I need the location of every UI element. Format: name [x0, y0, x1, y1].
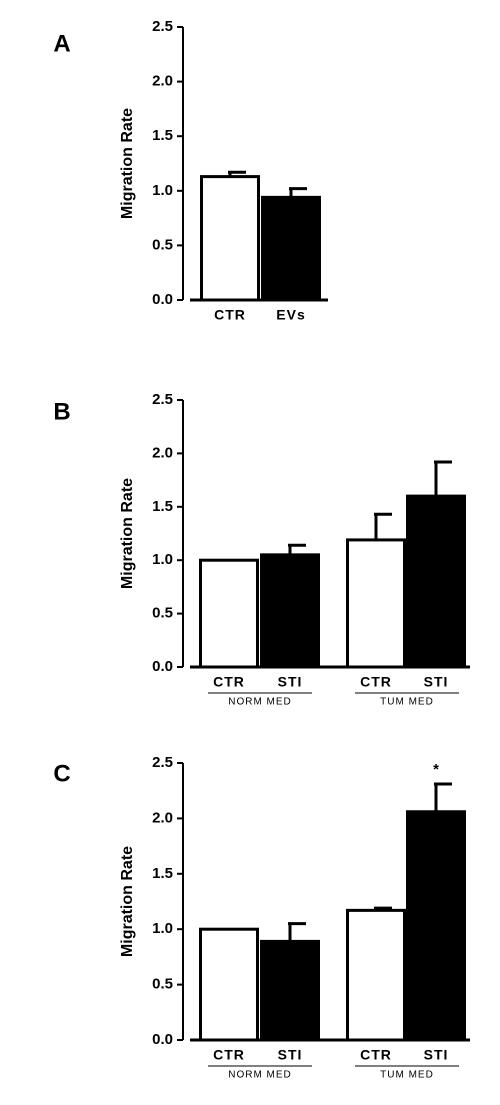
panel-label: A: [53, 30, 70, 57]
bar: [406, 494, 466, 669]
x-tick-label: STI: [424, 674, 449, 690]
y-axis-label: Migration Rate: [119, 478, 136, 589]
panel-label: C: [53, 760, 70, 787]
y-tick-label: 2.5: [152, 18, 173, 35]
y-tick-label: 1.0: [152, 182, 173, 199]
y-tick-label: 1.5: [152, 865, 173, 882]
y-axis-label: Migration Rate: [119, 108, 136, 219]
x-tick-label: CTR: [213, 674, 245, 690]
panel-label: B: [53, 398, 70, 425]
bar: [199, 927, 259, 1042]
x-tick-label: STI: [278, 674, 303, 690]
x-tick-label: CTR: [213, 1047, 245, 1063]
x-tick-label: CTR: [360, 1047, 392, 1063]
group-label: TUM MED: [380, 1070, 434, 1081]
group-label: NORM MED: [228, 697, 292, 708]
y-tick-label: 0.5: [152, 605, 173, 622]
y-tick-label: 0.0: [152, 658, 173, 675]
x-tick-label: STI: [424, 1047, 449, 1063]
y-tick-label: 1.5: [152, 127, 173, 144]
y-tick-label: 2.5: [152, 391, 173, 408]
bar: [199, 558, 259, 669]
bar: [406, 810, 466, 1042]
y-tick-label: 0.0: [152, 1031, 173, 1048]
bar: [260, 939, 320, 1042]
x-tick-label: STI: [278, 1047, 303, 1063]
bar: [346, 908, 406, 1042]
bar: [261, 195, 321, 302]
group-label: NORM MED: [228, 1070, 292, 1081]
bar: [346, 538, 406, 669]
group-label: TUM MED: [380, 697, 434, 708]
x-tick-label: CTR: [360, 674, 392, 690]
y-tick-label: 0.0: [152, 291, 173, 308]
y-tick-label: 2.5: [152, 754, 173, 771]
bar: [200, 175, 260, 302]
y-tick-label: 1.0: [152, 551, 173, 568]
y-tick-label: 0.5: [152, 236, 173, 253]
y-tick-label: 1.0: [152, 920, 173, 937]
x-tick-label: EVs: [276, 307, 305, 323]
y-tick-label: 2.0: [152, 444, 173, 461]
annotation: *: [433, 761, 439, 778]
y-tick-label: 1.5: [152, 498, 173, 515]
x-tick-label: CTR: [214, 307, 246, 323]
y-axis-label: Migration Rate: [119, 846, 136, 957]
bar: [260, 553, 320, 669]
y-tick-label: 0.5: [152, 976, 173, 993]
y-tick-label: 2.0: [152, 809, 173, 826]
y-tick-label: 2.0: [152, 73, 173, 90]
